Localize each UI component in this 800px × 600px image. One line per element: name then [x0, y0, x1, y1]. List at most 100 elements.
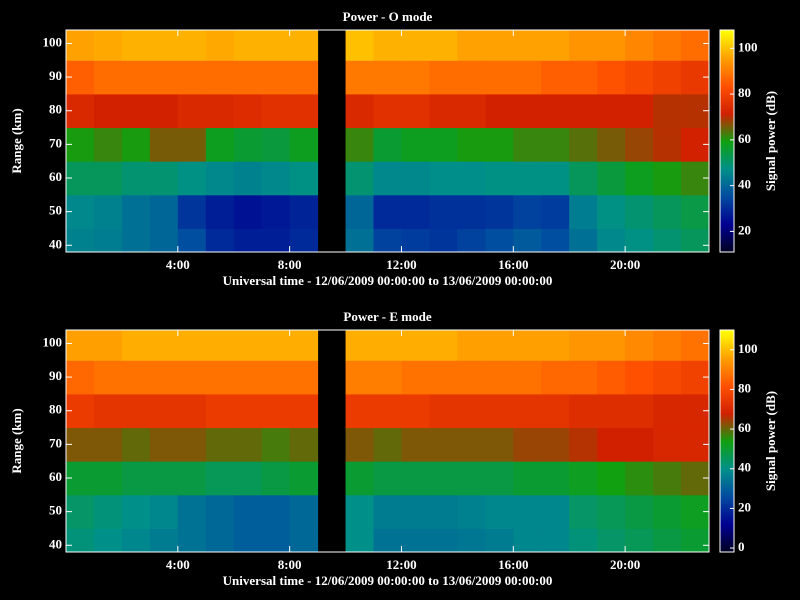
heat-cell [289, 528, 319, 553]
colorbar-step [720, 457, 734, 460]
colorbar-step [720, 193, 734, 196]
colorbar-step [720, 82, 734, 85]
heat-cell [177, 127, 207, 162]
colorbar-step [720, 360, 734, 363]
heat-cell [597, 528, 626, 553]
y-tick-label: 50 [49, 503, 62, 518]
colorbar-step [720, 102, 734, 106]
heat-cell [429, 161, 458, 196]
heat-cell [289, 127, 319, 162]
heat-cell [93, 60, 123, 95]
colorbar-tick-label: 40 [738, 177, 751, 192]
heat-cell [429, 360, 458, 395]
colorbar-step [720, 424, 734, 428]
colorbar-step [720, 455, 734, 458]
heat-cell [121, 393, 151, 429]
colorbar-step [720, 394, 734, 398]
colorbar-step [720, 340, 734, 343]
heat-cell [177, 194, 207, 229]
colorbar-step [720, 106, 734, 110]
heat-cell [121, 60, 151, 95]
colorbar-step [720, 471, 734, 474]
heat-cell [149, 93, 179, 129]
colorbar-step [720, 525, 734, 529]
heat-cell [205, 330, 235, 361]
heat-cell [653, 228, 682, 253]
colorbar-label: Signal power (dB) [763, 91, 778, 191]
heat-cell [681, 528, 710, 553]
heat-cell [373, 427, 402, 462]
colorbar-tick-label: 100 [738, 39, 758, 54]
heat-cell [345, 161, 375, 196]
heat-cell [541, 127, 570, 162]
heat-cell [457, 194, 486, 229]
heat-cell [513, 161, 542, 196]
colorbar-step [720, 483, 734, 486]
heat-cell [401, 194, 430, 229]
colorbar-tick-label: 80 [738, 380, 751, 395]
colorbar-step [720, 334, 734, 337]
x-tick-label: 16:00 [498, 557, 528, 572]
heat-cell [597, 161, 626, 196]
heat-cell [233, 60, 263, 95]
colorbar-step [720, 487, 734, 490]
heat-cell [289, 427, 319, 462]
colorbar-step [720, 173, 734, 176]
heat-cell [177, 330, 207, 361]
heat-cell [345, 127, 375, 162]
heat-cell [401, 30, 430, 61]
colorbar-step [720, 344, 734, 347]
heat-cell [205, 161, 235, 196]
heat-cell [261, 393, 291, 429]
colorbar-step [720, 60, 734, 63]
colorbar-step [720, 380, 734, 383]
colorbar-step [720, 64, 734, 67]
x-tick-label: 12:00 [386, 257, 416, 272]
heat-cell [121, 30, 151, 61]
heat-cell [625, 194, 654, 229]
heat-cell [345, 30, 375, 61]
heat-cell [345, 228, 375, 253]
colorbar-step [720, 539, 734, 543]
colorbar-step [720, 118, 734, 122]
heat-cell [513, 360, 542, 395]
colorbar-step [720, 132, 734, 136]
heat-cell [373, 60, 402, 95]
heat-cell [569, 494, 598, 529]
colorbar-step [720, 80, 734, 83]
heat-cell [93, 127, 123, 162]
heat-cell [93, 161, 123, 196]
heat-cell [149, 194, 179, 229]
colorbar-step [720, 50, 734, 53]
colorbar-step [720, 223, 734, 227]
heat-cell [121, 528, 151, 553]
heat-cell [345, 60, 375, 95]
heat-cell [345, 528, 375, 553]
heat-cell [401, 60, 430, 95]
colorbar-step [720, 201, 734, 205]
colorbar-step [720, 34, 734, 37]
colorbar-step [720, 517, 734, 521]
colorbar-frame [719, 329, 735, 553]
heat-cell [541, 194, 570, 229]
colorbar-step [720, 443, 734, 446]
colorbar-step [720, 537, 734, 541]
heat-cell [457, 93, 486, 129]
heat-cell [485, 228, 514, 253]
heat-cell [597, 360, 626, 395]
colorbar-step [720, 481, 734, 484]
heat-cell [345, 494, 375, 529]
colorbar-step [720, 511, 734, 515]
heat-cell [233, 461, 263, 496]
heat-cell [597, 330, 626, 361]
colorbar-step [720, 414, 734, 418]
heat-cell [653, 330, 682, 361]
heat-cell [597, 60, 626, 95]
colorbar-step [720, 467, 734, 470]
heat-cell [625, 330, 654, 361]
y-tick-label: 60 [49, 469, 62, 484]
colorbar-step [720, 151, 734, 154]
colorbar-step [720, 68, 734, 71]
heat-cell [513, 494, 542, 529]
colorbar-step [720, 32, 734, 35]
